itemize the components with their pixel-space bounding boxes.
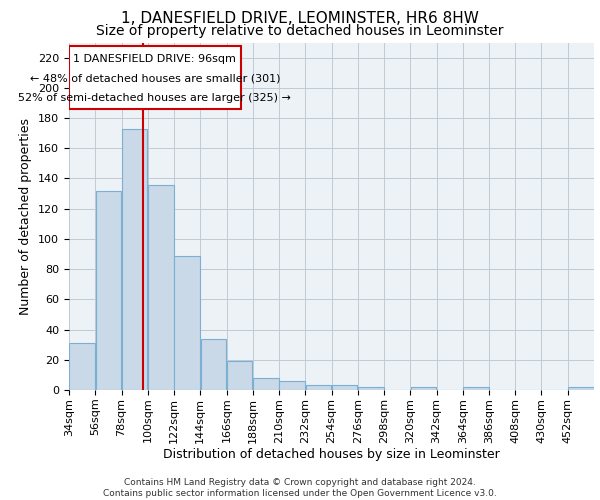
Bar <box>253 378 278 390</box>
Text: Size of property relative to detached houses in Leominster: Size of property relative to detached ho… <box>96 24 504 38</box>
Text: ← 48% of detached houses are smaller (301): ← 48% of detached houses are smaller (30… <box>29 73 280 83</box>
Bar <box>463 387 488 390</box>
Text: 52% of semi-detached houses are larger (325) →: 52% of semi-detached houses are larger (… <box>19 93 292 103</box>
Bar <box>122 128 147 390</box>
Text: 1, DANESFIELD DRIVE, LEOMINSTER, HR6 8HW: 1, DANESFIELD DRIVE, LEOMINSTER, HR6 8HW <box>121 11 479 26</box>
Text: Contains HM Land Registry data © Crown copyright and database right 2024.
Contai: Contains HM Land Registry data © Crown c… <box>103 478 497 498</box>
Bar <box>568 387 593 390</box>
Bar <box>148 184 173 390</box>
Bar <box>96 190 121 390</box>
Text: 1 DANESFIELD DRIVE: 96sqm: 1 DANESFIELD DRIVE: 96sqm <box>73 54 236 64</box>
Bar <box>306 386 331 390</box>
Bar <box>358 387 383 390</box>
Bar <box>227 362 252 390</box>
Bar <box>280 381 305 390</box>
Bar <box>332 386 357 390</box>
Bar <box>70 343 95 390</box>
Bar <box>175 256 200 390</box>
Bar <box>201 338 226 390</box>
Y-axis label: Number of detached properties: Number of detached properties <box>19 118 32 315</box>
Bar <box>69 46 241 109</box>
Bar <box>411 387 436 390</box>
X-axis label: Distribution of detached houses by size in Leominster: Distribution of detached houses by size … <box>163 448 500 462</box>
